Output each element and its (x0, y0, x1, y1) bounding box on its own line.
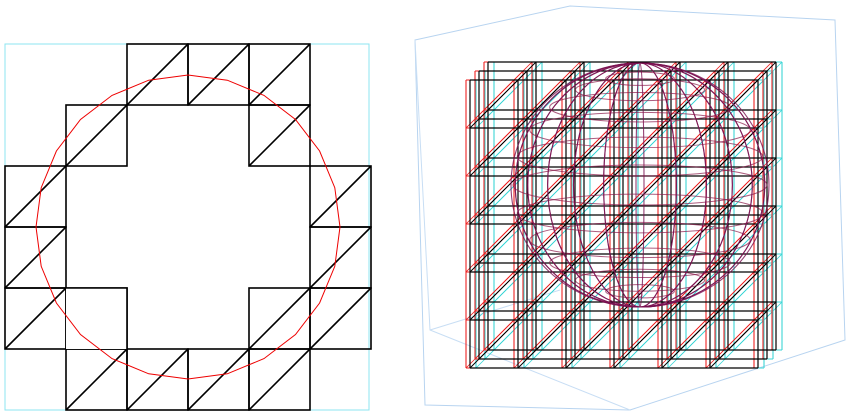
mesh-diagonal (675, 301, 725, 351)
sphere-parallel (605, 71, 675, 86)
sphere-parallel (516, 136, 764, 177)
mesh-diagonal (4, 287, 67, 350)
mesh-diagonal (727, 253, 777, 303)
mesh-diagonal (4, 226, 67, 289)
mesh-diagonal (727, 61, 777, 111)
mesh-diagonal (723, 205, 773, 255)
mesh-diagonal (627, 301, 677, 351)
mesh-diagonal (483, 109, 533, 159)
mesh-diagonal (187, 43, 250, 106)
notch-edge (66, 287, 128, 349)
mesh-diagonal (487, 157, 537, 207)
mesh-diagonal (535, 205, 585, 255)
mesh-3d (414, 5, 846, 411)
mesh-diagonal (535, 301, 585, 351)
mesh-diagonal (727, 109, 777, 159)
mesh-diagonal (309, 165, 372, 228)
mesh-diagonal (631, 301, 681, 351)
mesh-diagonal (483, 205, 533, 255)
mesh-diagonal (583, 61, 633, 111)
mesh-diagonal (65, 348, 128, 411)
mesh-diagonal (583, 205, 633, 255)
mesh-diagonal (627, 61, 677, 111)
mesh-diagonal (579, 61, 629, 111)
mesh-diagonal (531, 157, 581, 207)
mesh-diagonal (679, 157, 729, 207)
mesh-diagonal (727, 205, 777, 255)
mesh-diagonal (248, 348, 311, 411)
mesh-diagonal (126, 43, 189, 106)
sphere-parallel (529, 221, 751, 259)
mesh-diagonal (579, 205, 629, 255)
mesh-diagonal (483, 301, 533, 351)
mesh-diagonal (535, 109, 585, 159)
mesh-diagonal (727, 301, 777, 351)
mesh-diagonal (248, 43, 311, 106)
mesh-diagonal (531, 205, 581, 255)
sphere-parallel (605, 284, 675, 299)
mesh-diagonal (627, 205, 677, 255)
mesh-diagonal (248, 287, 311, 350)
mesh-2d (4, 43, 372, 411)
mesh-diagonal (487, 301, 537, 351)
mesh-diagonal (535, 61, 585, 111)
mesh-diagonal (483, 253, 533, 303)
mesh-diagonal (631, 61, 681, 111)
sphere-parallel (549, 91, 731, 123)
mesh-diagonal (187, 348, 250, 411)
mesh-diagonal (309, 226, 372, 289)
mesh-diagonal (675, 157, 725, 207)
mesh-diagonal (579, 301, 629, 351)
mesh-diagonal (675, 109, 725, 159)
mesh-diagonal (679, 301, 729, 351)
mesh-diagonal (679, 253, 729, 303)
mesh-diagonal (631, 109, 681, 159)
mesh-diagonal (487, 61, 537, 111)
bounding-box (414, 5, 846, 411)
mesh-diagonal (487, 253, 537, 303)
mesh-diagonal (583, 157, 633, 207)
mesh-diagonal (487, 109, 537, 159)
sphere-parallel (512, 164, 768, 206)
mesh-diagonal (4, 165, 67, 228)
sphere-meridian (510, 62, 770, 308)
mesh-diagonal (483, 157, 533, 207)
mesh-diagonal (627, 109, 677, 159)
mesh-diagonal (579, 109, 629, 159)
sphere-meridian (514, 62, 766, 308)
sphere-parallel (516, 193, 764, 234)
sphere-parallel (575, 78, 705, 102)
circle-boundary (35, 74, 341, 380)
notch (66, 288, 127, 349)
mesh-diagonal (483, 61, 533, 111)
bounding-box-edge (429, 289, 561, 331)
mesh-cell (65, 104, 128, 167)
mesh-diagonal (531, 301, 581, 351)
mesh-diagonal (631, 253, 681, 303)
mesh-diagonal (531, 61, 581, 111)
mesh-diagonal (309, 287, 372, 350)
mesh-diagonal (583, 109, 633, 159)
mesh-diagonal (723, 253, 773, 303)
mesh-diagonal (723, 301, 773, 351)
mesh-diagonal (583, 301, 633, 351)
mesh-cell (248, 104, 311, 167)
mesh-diagonal (723, 61, 773, 111)
mesh-diagonal (579, 253, 629, 303)
mesh-diagonal (126, 348, 189, 411)
mesh-diagonal (487, 205, 537, 255)
mesh-diagonal (583, 253, 633, 303)
mesh-diagonal (631, 205, 681, 255)
mesh-diagonal (679, 61, 729, 111)
mesh-diagonal (65, 104, 128, 167)
sphere-parallel (549, 247, 731, 279)
mesh-cell (248, 287, 311, 350)
sphere-meridian (635, 62, 645, 308)
sphere-parallel (529, 111, 751, 149)
sphere-parallel (575, 268, 705, 292)
mesh-diagonal (248, 104, 311, 167)
